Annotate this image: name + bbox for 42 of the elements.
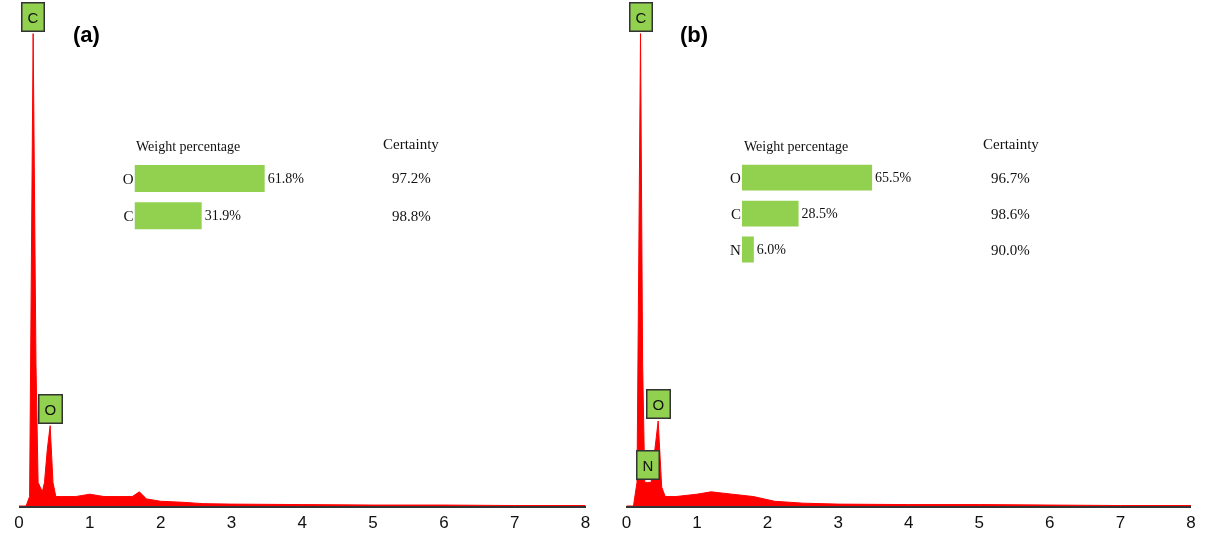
chart-title: Weight percentage <box>744 139 849 154</box>
annotation: C <box>27 8 39 26</box>
annotation: C <box>635 8 647 26</box>
x-tick-label: 6 <box>439 513 449 533</box>
x-tick-label: 7 <box>1115 513 1126 533</box>
chart-title: (b) <box>680 22 709 47</box>
annotation: O <box>652 395 665 413</box>
data-label: 6.0% <box>756 242 787 258</box>
y-tick-label: C <box>730 205 741 222</box>
x-tick-label: 0 <box>621 513 632 533</box>
x-tick-label: 8 <box>580 513 591 533</box>
data-label: 31.9% <box>204 208 242 224</box>
annotation: Certainty <box>383 136 440 152</box>
annotation: 96.7% <box>991 170 1030 186</box>
chart-title: Weight percentage <box>136 139 241 154</box>
annotation: 98.6% <box>991 206 1030 222</box>
x-tick-label: 4 <box>903 513 914 533</box>
x-tick-label: 1 <box>692 513 702 533</box>
y-tick-label: N <box>730 241 742 258</box>
x-tick-label: 3 <box>226 513 237 533</box>
data-label: 65.5% <box>875 170 912 186</box>
x-tick-label: 8 <box>1186 513 1196 533</box>
x-tick-label: 2 <box>155 513 166 533</box>
data-label: 28.5% <box>801 206 839 222</box>
y-tick-label: O <box>730 169 742 186</box>
chart-title: (a) <box>73 22 100 47</box>
annotation: O <box>44 400 57 418</box>
x-tick-label: 0 <box>14 513 24 533</box>
x-tick-label: 4 <box>297 513 308 533</box>
annotation: 90.0% <box>991 242 1030 258</box>
x-tick-label: 3 <box>833 513 843 533</box>
annotation: 97.2% <box>392 170 431 186</box>
annotation: N <box>642 456 654 474</box>
x-tick-label: 2 <box>762 513 773 533</box>
x-tick-label: 5 <box>974 513 985 533</box>
x-tick-label: 7 <box>510 513 520 533</box>
x-tick-label: 1 <box>85 513 95 533</box>
x-tick-label: 5 <box>368 513 378 533</box>
annotation: Certainty <box>983 136 1040 152</box>
x-tick-label: 6 <box>1045 513 1055 533</box>
data-label: 61.8% <box>267 170 305 186</box>
annotation: 98.8% <box>392 208 431 224</box>
